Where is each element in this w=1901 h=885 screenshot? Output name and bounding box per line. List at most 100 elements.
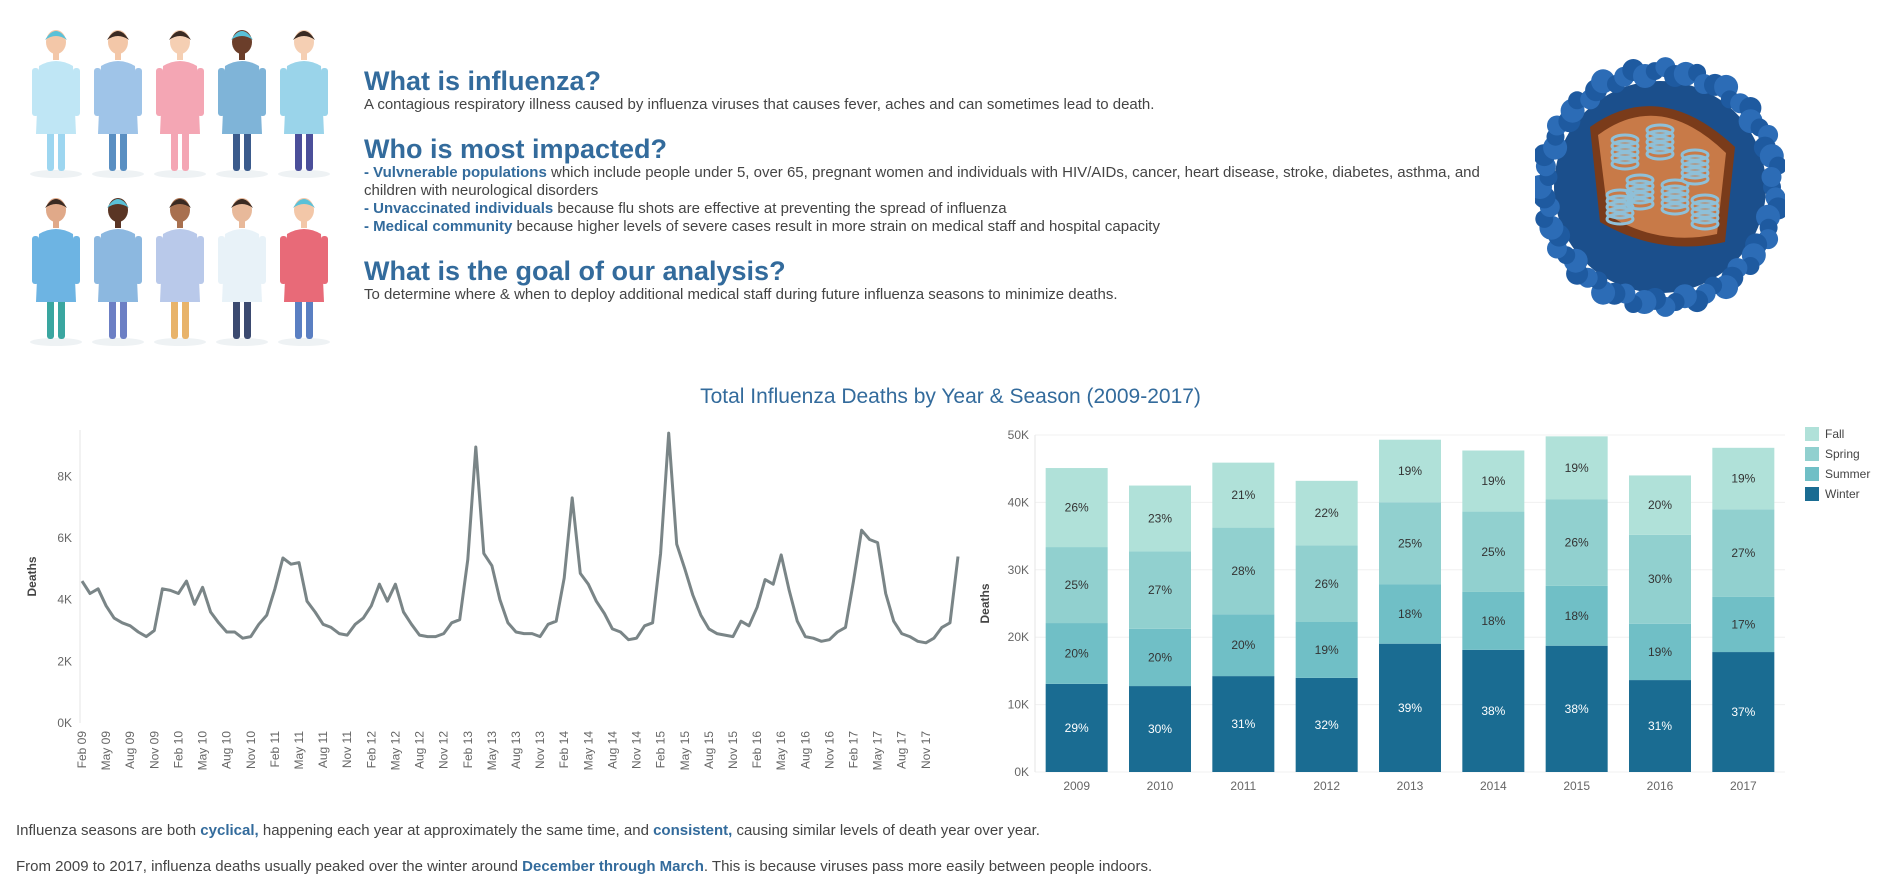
x-tick-label: 2009 [1063, 779, 1090, 793]
arm [156, 236, 163, 284]
hair [45, 199, 67, 208]
x-tick-label: Nov 15 [726, 731, 740, 769]
bar-segment-label: 20% [1231, 638, 1255, 652]
bar-segment-label: 23% [1148, 511, 1172, 525]
bar-segment-fall[interactable] [1545, 436, 1608, 500]
bar-segment-fall[interactable] [1462, 450, 1525, 512]
bar-segment-summer[interactable] [1129, 628, 1191, 687]
x-tick-label: Aug 16 [798, 731, 812, 769]
arm [321, 68, 328, 116]
x-tick-label: May 15 [678, 731, 692, 771]
shadow [154, 338, 206, 346]
virus-rna-coil [1605, 212, 1635, 226]
who-is-impacted-heading: Who is most impacted? [364, 134, 668, 164]
bullet-text: because higher levels of severe cases re… [512, 218, 1160, 235]
bar-segment-spring[interactable] [1379, 502, 1441, 585]
bar-segment-label: 30% [1648, 572, 1672, 586]
neck [301, 50, 307, 60]
bar-segment-spring[interactable] [1545, 499, 1608, 586]
bar-segment-summer[interactable] [1295, 622, 1358, 678]
coat [284, 61, 324, 134]
doctor-figure-icon [30, 198, 82, 346]
x-tick-label: May 12 [388, 731, 402, 771]
x-tick-label: May 14 [581, 731, 595, 771]
x-tick-label: Aug 17 [895, 731, 909, 769]
virus-rna-coil [1645, 129, 1675, 143]
legend-label-fall: Fall [1825, 427, 1844, 441]
bar-segment-summer[interactable] [1712, 596, 1775, 653]
x-tick-label: Feb 14 [557, 731, 571, 769]
x-tick-label: Nov 10 [244, 731, 258, 769]
y-tick-label: 10K [1008, 698, 1029, 712]
x-tick-label: 2010 [1147, 779, 1174, 793]
bar-segment-winter[interactable] [1545, 645, 1608, 772]
bar-segment-summer[interactable] [1629, 623, 1691, 681]
bar-segment-summer[interactable] [1212, 614, 1275, 677]
neck [115, 218, 121, 228]
shadow [92, 170, 144, 178]
intro-section-who: Who is most impacted? - Vulvnerable popu… [364, 134, 1504, 236]
y-tick-label: 20K [1008, 630, 1029, 644]
arm [197, 68, 204, 116]
bar-segment-summer[interactable] [1462, 591, 1525, 650]
bar-segment-fall[interactable] [1712, 447, 1775, 510]
bar-segment-summer[interactable] [1545, 585, 1608, 646]
footer-text: From 2009 to 2017, influenza deaths usua… [16, 858, 523, 875]
bar-segment-spring[interactable] [1212, 527, 1275, 615]
bar-segment-spring[interactable] [1295, 545, 1358, 623]
bar-segment-label: 25% [1398, 536, 1422, 550]
bar-segment-winter[interactable] [1379, 643, 1441, 772]
bar-segment-winter[interactable] [1629, 680, 1691, 772]
bar-segment-winter[interactable] [1462, 649, 1525, 772]
arm [218, 68, 225, 116]
bar-segment-winter[interactable] [1045, 683, 1108, 772]
bar-segment-spring[interactable] [1462, 511, 1525, 592]
shadow [216, 170, 268, 178]
bar-segment-winter[interactable] [1712, 652, 1775, 772]
footer-text: happening each year at approximately the… [258, 822, 654, 839]
bar-segment-summer[interactable] [1045, 623, 1108, 684]
legend-swatch-spring [1805, 447, 1819, 461]
bar-segment-winter[interactable] [1212, 676, 1275, 772]
bar-segment-winter[interactable] [1129, 686, 1191, 772]
neck [239, 50, 245, 60]
deaths-series-line[interactable] [80, 431, 960, 645]
bar-segment-fall[interactable] [1295, 480, 1358, 546]
x-tick-label: Aug 12 [413, 731, 427, 769]
bar-segment-summer[interactable] [1379, 584, 1441, 644]
arm [73, 236, 80, 284]
hair [107, 31, 129, 40]
virus-rna-coil [1660, 202, 1690, 216]
x-tick-label: Feb 16 [750, 731, 764, 769]
virus-rna-coil [1690, 199, 1720, 213]
neck [115, 50, 121, 60]
x-tick-label: 2015 [1563, 779, 1590, 793]
seasonal-deaths-bar-chart[interactable]: 0K 10K 20K 30K 40K 50K Deaths 29% 20% 25% 26% 2009 3… [965, 415, 1901, 805]
bar-segment-fall[interactable] [1129, 485, 1191, 552]
bullet-text: which include people under 5, over 65, p… [364, 164, 1480, 199]
bar-segment-fall[interactable] [1212, 462, 1275, 528]
bar-segment-fall[interactable] [1379, 439, 1441, 503]
virus-rna-coil [1610, 139, 1640, 153]
virus-rna-coil [1660, 196, 1690, 210]
bar-segment-spring[interactable] [1045, 547, 1108, 624]
virus-rna-coil [1605, 188, 1635, 202]
bar-segment-label: 38% [1565, 702, 1589, 716]
bar-segment-fall[interactable] [1629, 475, 1691, 535]
bar-segment-fall[interactable] [1045, 468, 1108, 548]
bar-segment-spring[interactable] [1712, 509, 1775, 597]
coat [284, 229, 324, 302]
bar-segment-label: 19% [1648, 645, 1672, 659]
y-tick-label: 6K [57, 531, 72, 545]
monthly-deaths-line-chart[interactable]: 0K 2K 4K 6K 8K Deaths Feb 09 May 09 Aug 09 Nov 09… [0, 415, 980, 785]
bar-segment-label: 19% [1731, 472, 1755, 486]
bar-segment-winter[interactable] [1295, 677, 1358, 772]
x-tick-label: Aug 09 [123, 731, 137, 769]
bar-segment-spring[interactable] [1629, 534, 1691, 624]
virus-rna-coil [1605, 200, 1635, 214]
virus-spike [1761, 167, 1782, 187]
virus-rna-coil [1690, 211, 1720, 225]
neck [177, 218, 183, 228]
bar-segment-spring[interactable] [1129, 551, 1191, 629]
bullet-prefix: - [364, 218, 374, 235]
